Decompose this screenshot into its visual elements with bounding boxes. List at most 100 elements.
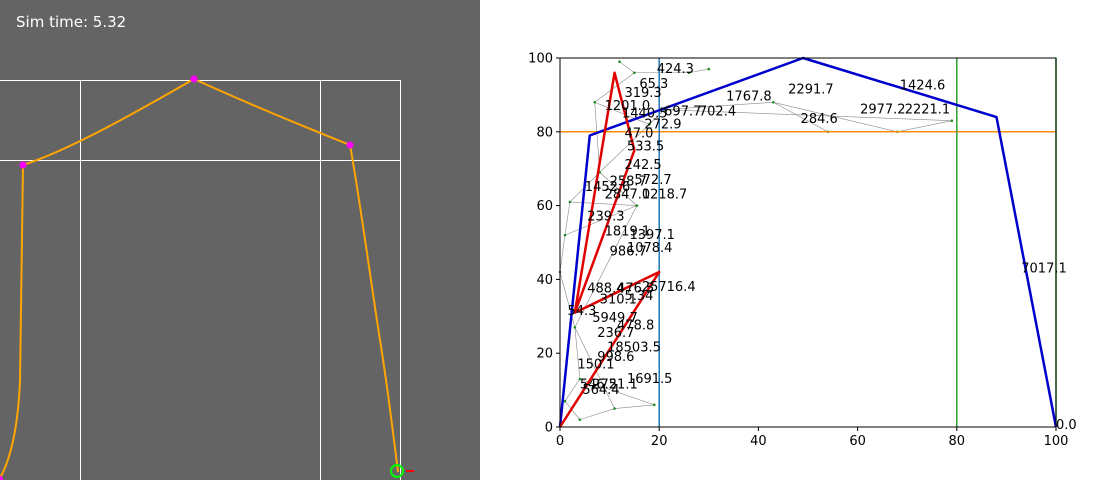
graph-edge: [619, 61, 635, 74]
graph-node: [707, 67, 711, 71]
data-label: 998.6: [597, 350, 634, 365]
graph-edge: [569, 201, 637, 206]
graph-edge: [664, 109, 952, 122]
graph-edge: [599, 172, 638, 206]
data-label: 2847.0: [605, 188, 651, 203]
data-label: 533.5: [627, 140, 664, 155]
data-label: 424.3: [657, 62, 694, 77]
data-label: 319.3: [624, 86, 661, 101]
data-label: 986.7: [610, 245, 647, 260]
y-tick-label: 60: [536, 199, 553, 214]
y-ticks: 0 20 40 60 80 100: [528, 52, 560, 436]
graph-edge: [574, 327, 615, 409]
data-label: 2291.7: [788, 82, 834, 97]
graph-node: [647, 123, 651, 126]
x-tick-label: 80: [949, 434, 966, 449]
x-tick-label: 100: [1044, 434, 1069, 449]
graph-edges: [558, 60, 954, 421]
data-label: 2977.2: [860, 103, 906, 118]
graph-node: [563, 233, 567, 237]
data-label: 272.9: [644, 117, 681, 132]
data-label: 65.3: [639, 77, 668, 92]
data-label: 310.1: [600, 293, 637, 308]
graph-node: [633, 71, 636, 75]
data-label: 1440.5: [622, 106, 668, 121]
graph-node: [652, 403, 656, 407]
plot-frame: [559, 57, 1057, 428]
data-label: 25716.4: [642, 280, 696, 295]
graph-node: [950, 119, 954, 123]
data-label: 0.0: [1056, 418, 1077, 433]
y-tick-label: 20: [536, 347, 553, 362]
data-label: 1452.6: [585, 180, 631, 195]
data-label: 488.4: [587, 282, 624, 297]
data-label: 2751.1: [592, 378, 638, 393]
graph-edge: [594, 72, 635, 103]
data-label: 702.4: [699, 105, 736, 120]
data-label: 1201.0: [605, 99, 651, 114]
graph-node: [618, 60, 621, 63]
data-label: 258.7: [610, 175, 647, 190]
graph-edge: [649, 109, 665, 125]
x-tick-label: 20: [651, 434, 668, 449]
graph-edge: [564, 201, 571, 236]
graph-edge: [688, 68, 709, 74]
data-label: 564.4: [582, 383, 619, 398]
data-label: 2221.1: [905, 103, 951, 118]
data-label: 5949.7: [592, 311, 638, 326]
graph-node: [578, 377, 582, 381]
sim-node: [346, 141, 354, 149]
data-label: 1397.1: [629, 228, 675, 243]
data-label: 5.34: [624, 289, 653, 304]
data-label: 7017.1: [1021, 261, 1067, 276]
data-label: 47.0: [624, 127, 653, 142]
graph-edge: [579, 408, 615, 420]
data-label: 242.5: [624, 158, 661, 173]
y-tick-label: 80: [536, 125, 553, 140]
graph-node: [568, 200, 572, 204]
data-label: 54.3: [567, 304, 596, 319]
goal-marker: [390, 464, 404, 478]
data-label: 1078.4: [627, 241, 673, 256]
graph-node: [613, 407, 616, 410]
data-label: 1218.7: [642, 188, 688, 203]
data-label: 239.3: [587, 210, 624, 225]
graph-edge: [564, 400, 581, 420]
data-label: 546.2: [580, 378, 617, 393]
data-label: 150.1: [577, 357, 614, 372]
x-ticks: 0 20 40 60 80 100: [556, 427, 1069, 449]
graph-edge: [564, 378, 581, 402]
graph-node: [563, 399, 567, 403]
data-label: 572.7: [634, 173, 671, 188]
data-label: 1819.1: [605, 224, 651, 239]
simulation-canvas: [0, 75, 414, 480]
x-tick-label: 0: [556, 434, 564, 449]
graph-edge: [664, 101, 774, 110]
graph-node: [573, 326, 577, 329]
graph-node: [593, 100, 597, 104]
data-label: 697.7: [664, 105, 701, 120]
graph-edge: [574, 327, 581, 380]
series-line-path: [558, 71, 661, 428]
data-label: 476.5: [617, 282, 654, 297]
graph-edge: [614, 404, 655, 409]
graph-edge: [559, 235, 566, 273]
y-tick-label: 40: [536, 273, 553, 288]
x-tick-label: 60: [849, 434, 866, 449]
simulation-view: Sim time: 5.32: [0, 0, 480, 480]
data-label: 284.6: [801, 112, 838, 127]
data-label: 18503.5: [607, 341, 661, 356]
sim-node: [19, 161, 27, 169]
x-tick-label: 40: [750, 434, 767, 449]
data-label: 236.7: [597, 326, 634, 341]
sim-node: [0, 476, 3, 480]
graph-node: [687, 71, 691, 75]
graph-node: [635, 204, 639, 207]
sim-time-label: Sim time: 5.32: [16, 13, 127, 31]
data-label: 1691.5: [627, 372, 673, 387]
data-label: 1424.6: [900, 79, 946, 94]
graph-edge: [594, 102, 650, 125]
graph-edge: [897, 120, 952, 133]
